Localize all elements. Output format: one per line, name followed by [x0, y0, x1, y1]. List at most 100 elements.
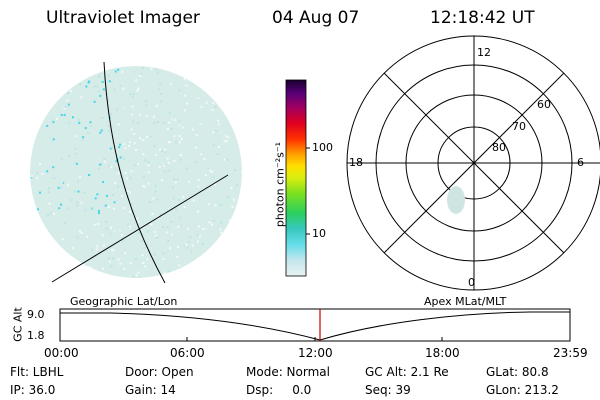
speckle	[101, 267, 104, 270]
speckle	[164, 151, 167, 154]
speckle	[57, 186, 60, 189]
speckle	[73, 144, 76, 147]
speckle	[180, 241, 183, 244]
speckle	[139, 241, 142, 244]
y-label-bottom: 1.8	[27, 329, 45, 342]
speckle	[146, 258, 149, 261]
speckle	[159, 221, 162, 224]
speckle	[89, 266, 92, 268]
speckle	[214, 106, 217, 109]
speckle	[30, 176, 33, 179]
glon-info: GLon: 213.2	[486, 383, 559, 397]
speckle	[87, 189, 90, 191]
door-info: Door: Open	[125, 365, 194, 379]
speckle	[109, 147, 112, 150]
speckle	[174, 181, 177, 184]
speckle	[199, 147, 202, 149]
speckle	[97, 165, 99, 168]
speckle	[87, 252, 89, 255]
speckle	[76, 201, 78, 204]
track-line	[51, 174, 229, 283]
speckle	[168, 223, 171, 226]
speckle	[176, 245, 179, 248]
speckle	[153, 253, 156, 256]
speckle	[223, 140, 226, 143]
speckle	[76, 204, 79, 207]
flt-info: Flt: LBHL	[10, 365, 64, 379]
speckle	[63, 114, 66, 117]
speckle	[36, 172, 39, 174]
speckle	[166, 157, 169, 160]
speckle	[103, 160, 106, 163]
speckle	[123, 143, 125, 146]
speckle	[155, 236, 158, 239]
speckle	[183, 206, 186, 209]
speckle	[199, 133, 202, 136]
speckle	[102, 181, 105, 183]
speckle	[161, 69, 164, 72]
speckle	[128, 167, 131, 170]
speckle	[41, 172, 44, 175]
speckle	[209, 169, 212, 172]
speckle	[126, 190, 129, 193]
speckle	[119, 156, 122, 159]
speckle	[110, 265, 113, 268]
speckle	[90, 198, 93, 201]
speckle	[206, 200, 209, 203]
speckle	[195, 164, 198, 167]
speckle	[137, 122, 140, 124]
speckle	[150, 265, 153, 268]
speckle	[117, 172, 120, 175]
speckle	[159, 260, 162, 263]
speckle	[41, 215, 44, 218]
speckle	[179, 153, 182, 156]
speckle	[122, 207, 125, 210]
tick-label-0600: 06:00	[170, 346, 205, 360]
speckle	[213, 219, 215, 222]
speckle	[46, 166, 49, 169]
speckle	[159, 83, 162, 86]
speckle	[30, 175, 33, 178]
speckle	[119, 84, 122, 87]
speckle	[168, 141, 171, 144]
speckle	[110, 165, 113, 168]
speckle	[142, 185, 145, 188]
speckle	[175, 141, 178, 144]
speckle	[66, 99, 69, 102]
speckle	[163, 164, 166, 167]
speckle	[194, 129, 197, 132]
speckle	[97, 161, 100, 164]
speckle	[197, 179, 200, 182]
speckle	[170, 154, 173, 157]
speckle	[52, 121, 55, 124]
ip-info: IP: 36.0	[10, 383, 56, 397]
speckle	[190, 229, 193, 232]
speckle	[119, 262, 122, 265]
speckle	[71, 247, 74, 250]
speckle	[168, 107, 171, 110]
speckle	[144, 265, 147, 268]
speckle	[113, 88, 116, 91]
speckle	[134, 164, 137, 167]
speckle	[135, 149, 137, 151]
speckle	[203, 134, 206, 137]
speckle	[77, 142, 80, 145]
speckle	[150, 208, 153, 211]
speckle	[211, 230, 214, 233]
speckle	[108, 133, 111, 136]
speckle	[121, 240, 124, 243]
speckle	[121, 251, 124, 254]
speckle	[219, 228, 222, 231]
speckle	[126, 223, 129, 226]
speckle	[54, 131, 57, 134]
speckle	[65, 193, 68, 196]
speckle	[138, 113, 141, 116]
speckle	[229, 185, 231, 188]
speckle	[182, 128, 185, 131]
speckle	[166, 225, 169, 228]
speckle	[36, 185, 39, 188]
speckle	[208, 221, 211, 224]
speckle	[232, 208, 235, 211]
speckle	[107, 98, 110, 101]
speckle	[101, 117, 104, 120]
